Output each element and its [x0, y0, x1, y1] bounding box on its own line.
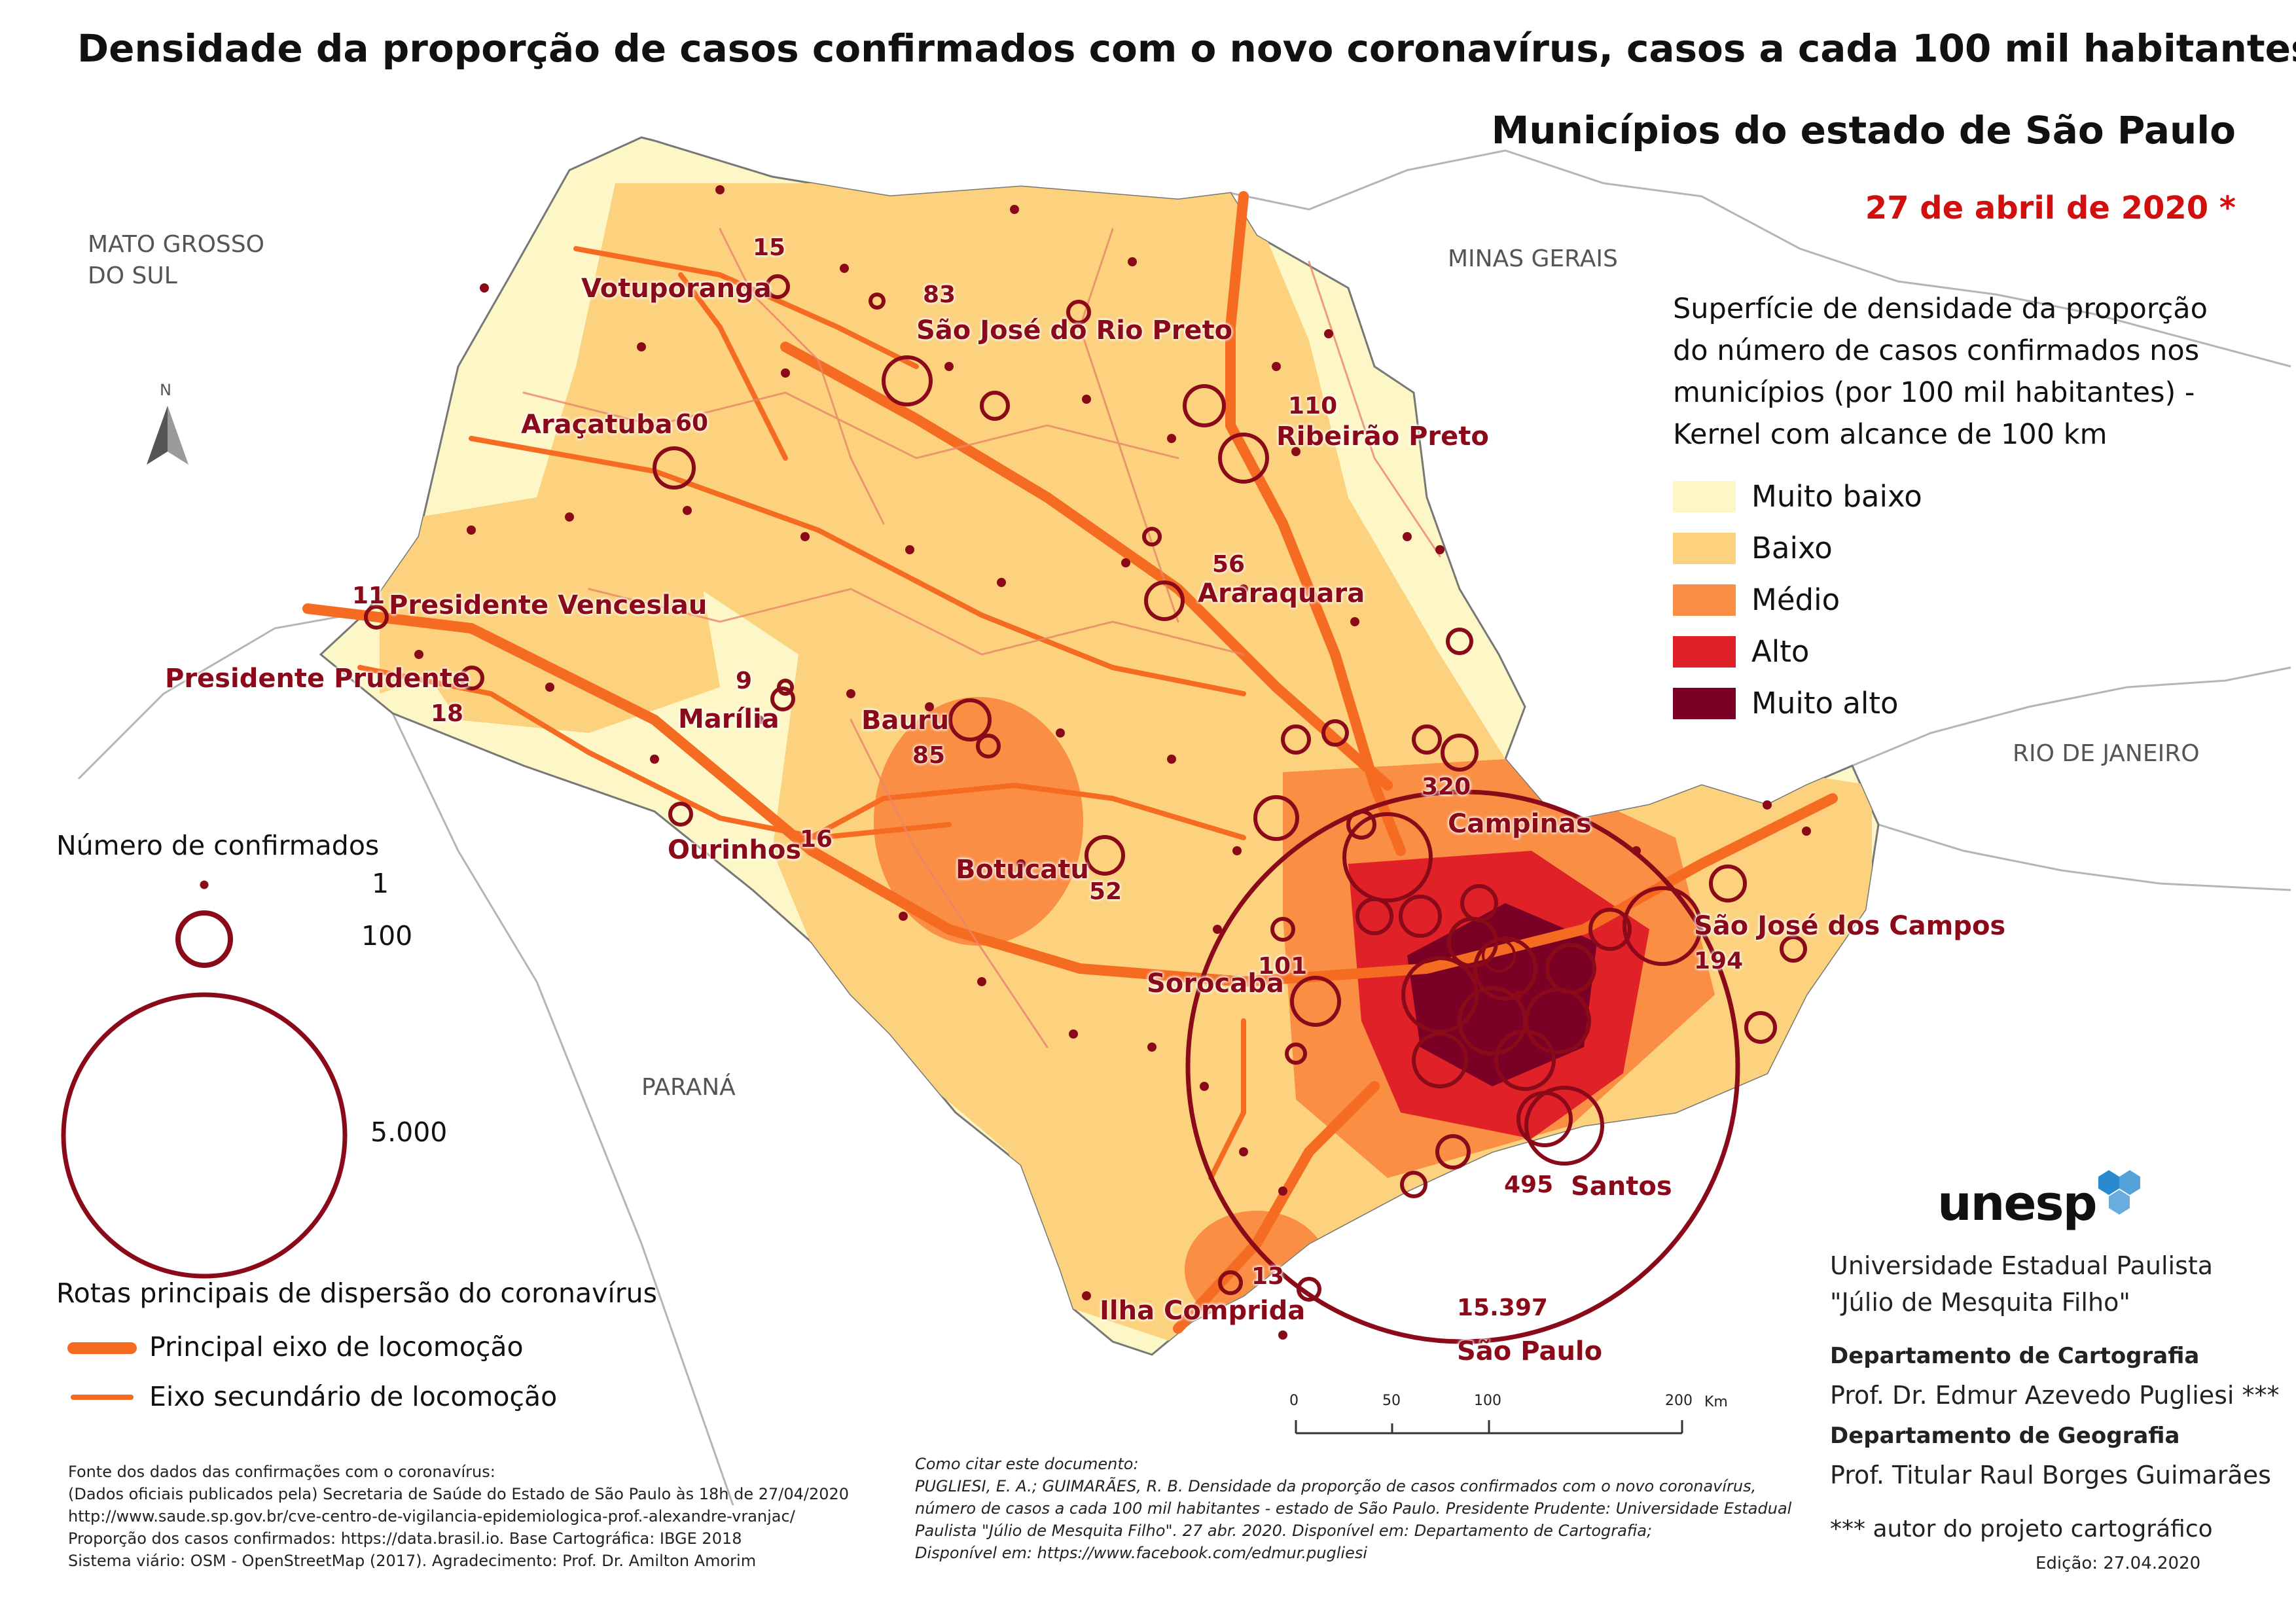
city-count-label: 110	[1288, 393, 1338, 419]
edition-date: Edição: 27.04.2020	[2036, 1554, 2201, 1573]
density-class-label: Baixo	[1751, 531, 1833, 565]
city-count-label: 83	[923, 281, 956, 308]
routes	[302, 191, 1838, 1334]
city-name-label: São José do Rio Preto	[916, 315, 1233, 346]
city-name-label: Santos	[1571, 1171, 1672, 1202]
city-name-label: Presidente Prudente	[165, 664, 471, 694]
city-count-label: 15	[753, 234, 786, 261]
scale-tick-50: 50	[1382, 1393, 1401, 1409]
author-note: *** autor do projeto cartográfico	[1830, 1516, 2213, 1543]
city-name-label: Presidente Venceslau	[389, 590, 708, 620]
page-subtitle: Municípios do estado de São Paulo	[1491, 108, 2236, 152]
city-name-label: Bauru	[861, 705, 950, 736]
dept-geografia: Departamento de Geografia	[1830, 1423, 2180, 1449]
sao-paulo-state	[319, 136, 1880, 1356]
page-title: Densidade da proporção de casos confirma…	[77, 26, 2296, 71]
dept-cartografia: Departamento de Cartografia	[1830, 1343, 2200, 1369]
city-name-label: Araraquara	[1198, 579, 1365, 609]
density-swatch	[1673, 480, 1736, 512]
density-class-4: Muito alto	[1673, 686, 1922, 721]
city-count-label: 60	[675, 410, 709, 437]
city-name-label: Marília	[678, 704, 780, 734]
density-class-0: Muito baixo	[1673, 479, 1922, 514]
city-count-label: 18	[431, 700, 464, 727]
circle-legend-title: Número de confirmados	[56, 830, 380, 861]
scale-tick-200: 200	[1665, 1393, 1693, 1409]
density-class-label: Médio	[1751, 582, 1840, 617]
city-count-label: 16	[800, 826, 833, 853]
density-swatch	[1673, 635, 1736, 668]
city-name-label: Ourinhos	[668, 835, 802, 865]
density-class-3: Alto	[1673, 634, 1922, 669]
density-swatch	[1673, 532, 1736, 564]
scale-bar	[1295, 1420, 1683, 1435]
density-swatch	[1673, 687, 1736, 719]
neighbor-label-rj: RIO DE JANEIRO	[2013, 740, 2200, 767]
city-count-label: 11	[352, 582, 386, 609]
circle-legend-value-1: 1	[372, 868, 389, 899]
density-legend: Muito baixo Baixo Médio Alto Muito alto	[1673, 479, 1922, 738]
city-count-label: 56	[1212, 551, 1246, 578]
citation: Como citar este documento: PUGLIESI, E. …	[915, 1455, 1792, 1562]
city-name-label: Araçatuba	[521, 410, 673, 440]
density-class-label: Alto	[1751, 634, 1810, 669]
city-count-label: 85	[912, 742, 946, 769]
routes-legend-title: Rotas principais de dispersão do coronav…	[56, 1277, 657, 1309]
scale-unit: Km	[1704, 1394, 1728, 1410]
routes-legend-primary: Principal eixo de locomoção	[149, 1331, 524, 1363]
city-name-label: Sorocaba	[1147, 969, 1284, 999]
density-class-1: Baixo	[1673, 531, 1922, 565]
city-count-label: 495	[1504, 1171, 1554, 1198]
map-date: 27 de abril de 2020 *	[1865, 190, 2236, 226]
neighbor-borders	[77, 149, 2291, 1506]
city-name-label: Ribeirão Preto	[1276, 421, 1489, 452]
route-legend-lines	[67, 1342, 137, 1400]
routes-legend-secondary: Eixo secundário de locomoção	[149, 1381, 558, 1412]
city-count-label: 9	[736, 668, 753, 694]
city-count-label: 13	[1251, 1263, 1285, 1290]
density-class-2: Médio	[1673, 582, 1922, 617]
circle-legend-value-5000: 5.000	[370, 1116, 448, 1148]
city-name-label: São José dos Campos	[1694, 911, 2006, 941]
city-name-label: Votuporanga	[581, 274, 772, 304]
city-count-label: 320	[1422, 774, 1471, 800]
author-guimaraes: Prof. Titular Raul Borges Guimarães	[1830, 1461, 2271, 1489]
city-count-label: 101	[1258, 953, 1308, 980]
city-name-label: São Paulo	[1457, 1336, 1603, 1366]
city-name-label: Botucatu	[956, 855, 1089, 885]
author-pugliesi: Prof. Dr. Edmur Azevedo Pugliesi ***	[1830, 1381, 2280, 1410]
data-sources: Fonte dos dados das confirmações com o c…	[68, 1463, 850, 1570]
city-count-label: 194	[1694, 948, 1744, 974]
city-name-label: Campinas	[1448, 809, 1592, 839]
unesp-logo-text: unesp	[1937, 1175, 2098, 1232]
density-legend-title: Superfície de densidade da proporção do …	[1673, 293, 2208, 451]
university-name: Universidade Estadual Paulista "Júlio de…	[1830, 1251, 2214, 1317]
circle-size-legend	[61, 880, 348, 1279]
density-class-label: Muito baixo	[1751, 479, 1922, 514]
unesp-logo-icon	[2098, 1170, 2140, 1215]
city-name-label: Ilha Comprida	[1100, 1296, 1306, 1326]
case-circles	[364, 274, 1807, 1344]
scale-tick-100: 100	[1474, 1393, 1501, 1409]
city-count-label: 52	[1089, 878, 1122, 905]
city-count-label: 15.397	[1457, 1294, 1548, 1321]
scale-tick-0: 0	[1289, 1393, 1299, 1409]
neighbor-label-ms: MATO GROSSO DO SUL	[88, 231, 264, 289]
circle-legend-value-100: 100	[361, 920, 413, 952]
north-label: N	[160, 381, 171, 399]
density-class-label: Muito alto	[1751, 686, 1899, 721]
north-arrow-icon	[147, 406, 188, 465]
neighbor-label-mg: MINAS GERAIS	[1448, 245, 1618, 272]
neighbor-label-pr: PARANÁ	[641, 1074, 736, 1101]
density-swatch	[1673, 584, 1736, 616]
